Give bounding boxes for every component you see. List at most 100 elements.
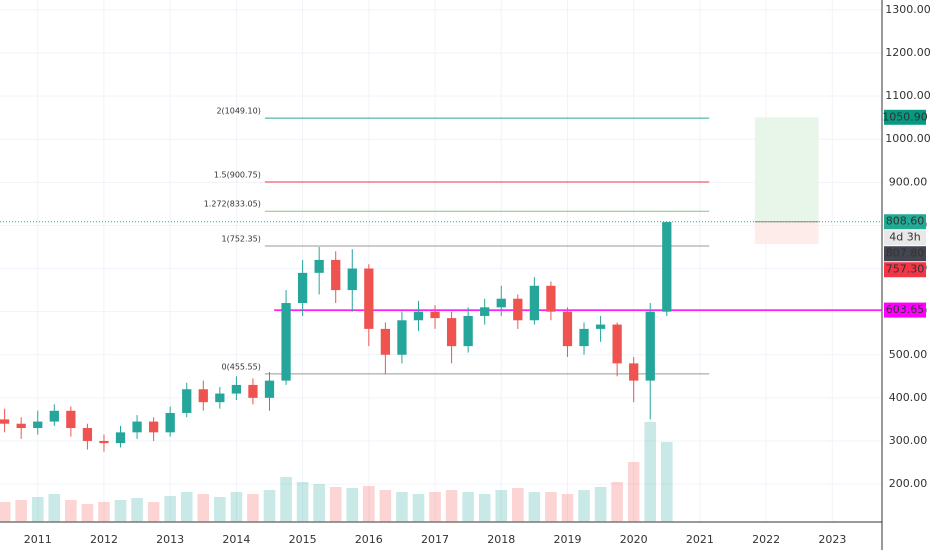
volume-bar [478,494,491,522]
x-tick-label: 2021 [686,533,714,546]
price-badge-label: 757.30 [886,263,925,276]
candle-body [446,318,457,347]
volume-bar [114,500,127,522]
candle-body [198,389,208,403]
volume-bar [594,487,607,522]
candle-body [463,315,473,347]
volume-bar [363,486,375,522]
x-tick-label: 2018 [487,533,515,546]
candle-body [99,440,109,444]
x-tick-label: 2013 [156,533,184,546]
candle-body [115,432,126,444]
fib-label: 1(752.35) [222,234,261,243]
volume-bar [429,492,441,522]
x-tick-label: 2020 [620,533,648,546]
x-tick-label: 2017 [421,533,449,546]
candle-body [231,384,242,394]
x-tick-label: 2012 [90,533,118,546]
fib-label: 1.5(900.75) [214,171,261,180]
price-badge-label: 808.60 [886,215,925,228]
candle-body [281,303,291,381]
x-tick-label: 2011 [24,533,52,546]
candle-body [49,410,59,422]
x-tick-label: 2023 [818,533,846,546]
volume-bar [627,462,640,522]
price-badge [884,262,926,278]
volume-bar [263,490,276,522]
candle-body [397,320,407,355]
x-tick-label: 2015 [289,533,317,546]
volume-bar [296,482,309,522]
volume-bar [98,502,110,522]
price-badge-label: 603.65 [886,303,925,316]
candle-body [215,393,225,403]
volume-bar [31,497,44,522]
candle-body [148,421,159,433]
y-tick-label: 1100.00 [885,89,931,102]
volume-bar [661,442,673,522]
volume-bar [15,500,27,522]
volume-bar [512,488,524,522]
candle-body [612,324,622,364]
candle-body [165,412,175,433]
fib-label: 2(1049.10) [216,107,260,116]
volume-bar [611,482,623,522]
y-tick-label: 1300.00 [885,3,931,16]
volume-bar [379,490,392,522]
candle-body [629,363,639,381]
candle-body [82,428,93,441]
profit-zone [754,117,819,222]
volume-bar [214,497,226,522]
volume-bar [578,490,590,522]
volume-bar [528,492,541,522]
candle-body [331,259,341,291]
candle-body [66,410,76,429]
y-tick-label: 1000.00 [885,132,931,145]
candle-body [248,384,258,398]
volume-bar [462,492,474,522]
loss-zone [754,221,819,244]
volume-bar [396,492,408,522]
y-tick-label: 200.00 [889,477,928,490]
volume-bar [412,494,425,522]
volume-bar [131,498,143,522]
candle-body [430,311,440,319]
candle-body [662,222,672,312]
candle-body [182,389,192,413]
price-badge-label: 1050.90 [882,110,928,123]
volume-bar [445,490,458,522]
candle-body [645,311,655,381]
volume-bar [280,477,292,522]
price-badge [884,109,926,125]
volume-bar [180,492,193,522]
volume-bar [329,487,342,522]
x-tick-label: 2014 [222,533,250,546]
price-badge [884,246,926,262]
volume-bar [346,488,359,522]
volume-bar [48,494,61,522]
x-tick-label: 2022 [752,533,780,546]
candle-body [413,311,424,321]
candle-body [562,311,573,347]
price-badge [884,214,926,230]
price-badge [884,302,926,318]
volume-bar [81,504,94,522]
volume-bar [197,494,210,522]
candle-body [0,419,10,424]
candle-body [297,272,308,304]
candle-body [33,421,43,429]
y-tick-label: 1200.00 [885,46,931,59]
fib-label: 0(455.55) [222,362,261,371]
volume-bar [545,492,557,522]
candle-body [132,421,142,433]
volume-bar [561,494,574,522]
price-badge-label: 807.80 [886,247,925,260]
price-badge-label: 4d 3h [889,231,920,244]
y-tick-label: 900.00 [889,175,928,188]
y-tick-label: 300.00 [889,434,928,447]
candle-body [529,285,539,321]
y-tick-label: 500.00 [889,348,928,361]
y-tick-label: 400.00 [889,391,928,404]
volume-bar [0,502,11,522]
candle-body [579,328,589,347]
